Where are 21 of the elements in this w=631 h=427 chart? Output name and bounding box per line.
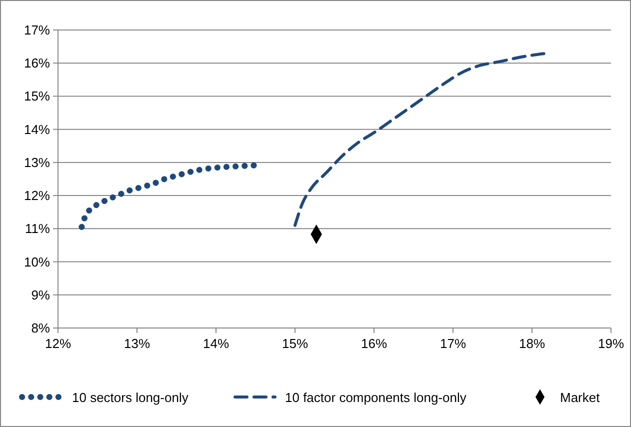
y-tick-label: 10% <box>24 254 50 270</box>
x-tick-label: 15% <box>282 336 308 351</box>
x-tick-label: 14% <box>202 336 230 351</box>
x-tick-label: 13% <box>124 336 150 351</box>
y-tick-label: 16% <box>24 56 50 71</box>
y-tick-label: 11% <box>24 221 50 236</box>
x-tick-label: 16% <box>360 336 388 351</box>
legend-label: Market <box>560 390 600 405</box>
y-tick-label: 12% <box>24 188 50 204</box>
y-tick-label: 17% <box>24 22 50 38</box>
legend-label: 10 sectors long-only <box>72 390 189 405</box>
x-tick-label: 12% <box>44 336 72 351</box>
x-tick-label: 18% <box>518 336 546 351</box>
y-tick-label: 8% <box>31 320 50 336</box>
y-tick-label: 15% <box>24 88 50 104</box>
legend-label: 10 factor components long-only <box>285 390 467 405</box>
y-tick-label: 9% <box>31 287 50 302</box>
y-tick-label: 14% <box>24 122 50 137</box>
x-tick-label: 17% <box>440 336 466 351</box>
x-tick-label: 19% <box>598 336 624 351</box>
y-tick-label: 13% <box>24 154 50 170</box>
